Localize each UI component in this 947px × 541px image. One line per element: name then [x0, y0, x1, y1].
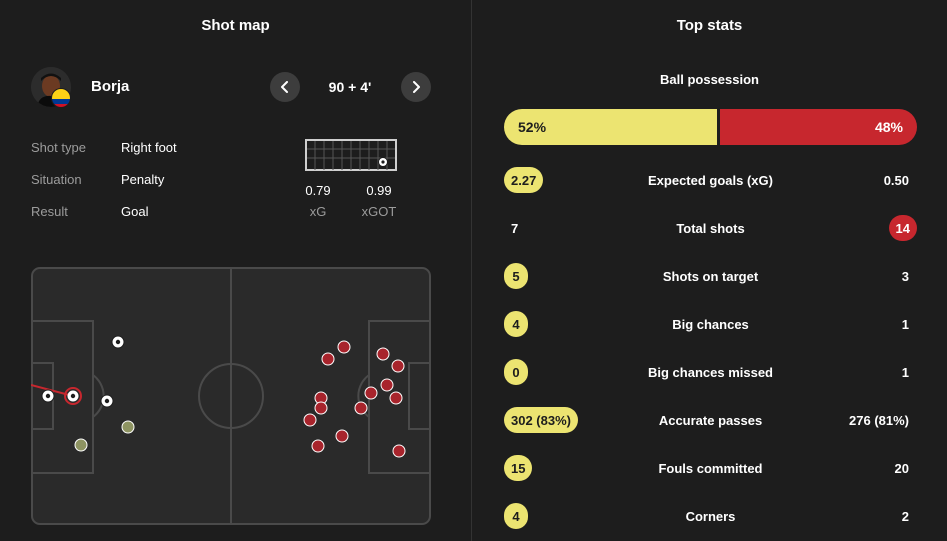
- player-name[interactable]: Borja: [91, 78, 130, 95]
- away-shot-marker[interactable]: [389, 391, 403, 405]
- flag-colombia-icon: [51, 88, 71, 108]
- stat-name: Total shots: [676, 220, 745, 236]
- situation-label: Situation: [31, 172, 82, 187]
- home-goal-shot[interactable]: [111, 335, 125, 349]
- stat-home-value: 5: [504, 263, 528, 289]
- stat-away-value: 20: [894, 460, 909, 476]
- away-shot-marker[interactable]: [391, 359, 405, 373]
- stat-away-value: 276 (81%): [849, 412, 909, 428]
- stat-home-value: 4: [504, 503, 528, 529]
- stat-away-value: 0.50: [883, 172, 909, 188]
- shot-map-title: Shot map: [201, 17, 270, 34]
- away-shot-marker[interactable]: [354, 401, 368, 415]
- result-label: Result: [31, 204, 68, 219]
- away-shot-marker[interactable]: [314, 401, 328, 415]
- home-shot-marker[interactable]: [74, 438, 88, 452]
- away-shot-marker[interactable]: [392, 444, 406, 458]
- xgot-label: xGOT: [361, 204, 397, 219]
- xgot-value: 0.99: [366, 183, 392, 198]
- away-shots: [303, 340, 406, 458]
- possession-home: 52%: [504, 109, 717, 145]
- possession-label: Ball possession: [660, 72, 759, 87]
- selected-shot[interactable]: [64, 387, 82, 405]
- stat-away-value: 2: [901, 508, 909, 524]
- away-shot-marker[interactable]: [335, 429, 349, 443]
- stat-row-big-chances: 4 Big chances 1: [504, 311, 917, 337]
- situation-value: Penalty: [121, 172, 165, 187]
- shot-minute: 90 + 4': [328, 79, 372, 95]
- stat-name: Big chances missed: [648, 364, 773, 380]
- away-shot-marker[interactable]: [303, 413, 317, 427]
- stat-name: Corners: [685, 508, 736, 524]
- stat-home-value: 4: [504, 311, 528, 337]
- stat-row-xg: 2.27 Expected goals (xG) 0.50: [504, 167, 917, 193]
- shot-pitch: [31, 267, 431, 525]
- stat-row-accurate-passes: 302 (83%) Accurate passes 276 (81%): [504, 407, 917, 433]
- stat-row-corners: 4 Corners 2: [504, 503, 917, 529]
- chevron-right-icon: [413, 81, 420, 93]
- stat-row-shots-on-target: 5 Shots on target 3: [504, 263, 917, 289]
- stat-home-value: 7: [511, 220, 519, 236]
- panel-divider: [471, 0, 472, 541]
- stat-row-fouls-committed: 15 Fouls committed 20: [504, 455, 917, 481]
- stat-row-big-chances-missed: 0 Big chances missed 1: [504, 359, 917, 385]
- home-shot-marker[interactable]: [121, 420, 135, 434]
- home-goal-shot[interactable]: [41, 389, 55, 403]
- home-goal-shot[interactable]: [100, 394, 114, 408]
- stat-name: Fouls committed: [658, 460, 763, 476]
- stat-away-value: 3: [901, 268, 909, 284]
- next-shot-button[interactable]: [401, 72, 431, 102]
- away-shot-marker[interactable]: [364, 386, 378, 400]
- stat-name: Shots on target: [662, 268, 759, 284]
- stat-name: Expected goals (xG): [648, 172, 773, 188]
- stat-home-value: 302 (83%): [504, 407, 578, 433]
- shot-map-panel: Shot map Borja 90 + 4' Shot type: [0, 0, 471, 541]
- stat-home-value: 2.27: [504, 167, 544, 193]
- stat-away-value: 1: [901, 316, 909, 332]
- stat-home-value: 0: [504, 359, 528, 385]
- top-stats-title: Top stats: [676, 17, 743, 34]
- xg-label: xG: [309, 204, 327, 219]
- home-shots: [41, 335, 135, 452]
- player-avatar[interactable]: [31, 67, 71, 107]
- away-shot-marker[interactable]: [380, 378, 394, 392]
- away-shot-marker[interactable]: [376, 347, 390, 361]
- top-stats-panel: Top stats Ball possession 52% 48% 2.27 E…: [472, 0, 947, 541]
- shot-type-value: Right foot: [121, 140, 177, 155]
- chevron-left-icon: [281, 81, 288, 93]
- goal-frame-icon: [305, 139, 397, 171]
- away-shot-marker[interactable]: [311, 439, 325, 453]
- possession-bar: 52% 48%: [504, 109, 917, 145]
- away-shot-marker[interactable]: [321, 352, 335, 366]
- previous-shot-button[interactable]: [270, 72, 300, 102]
- shot-type-label: Shot type: [31, 140, 86, 155]
- possession-away: 48%: [720, 109, 917, 145]
- stat-away-value: 14: [888, 215, 917, 241]
- away-shot-marker[interactable]: [337, 340, 351, 354]
- stat-row-total-shots: 7 Total shots 14: [504, 215, 917, 241]
- result-value: Goal: [121, 204, 149, 219]
- xg-value: 0.79: [305, 183, 331, 198]
- stat-home-value: 15: [504, 455, 533, 481]
- stat-away-value: 1: [901, 364, 909, 380]
- stat-name: Big chances: [672, 316, 749, 332]
